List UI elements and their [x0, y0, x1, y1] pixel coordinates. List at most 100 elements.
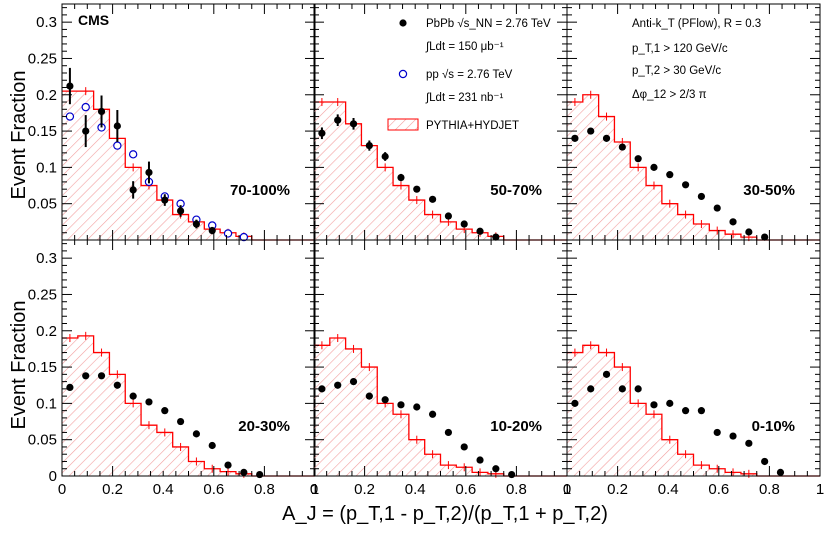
pbpb-point [97, 107, 106, 116]
panel-5: 10-20% [313, 239, 568, 479]
centrality-label: 20-30% [238, 418, 290, 435]
mc-hatch-fill [62, 91, 252, 240]
pbpb-point [587, 127, 595, 135]
pbpb-point [634, 155, 642, 163]
x-tick-label: 0 [58, 481, 66, 498]
pbpb-point [476, 227, 484, 235]
pbpb-point [650, 163, 658, 171]
legend-lumi-pbpb: ∫Ldt = 150 μb⁻¹ [425, 41, 504, 53]
y-tick-label: 0.25 [28, 50, 57, 67]
pp-point [81, 102, 90, 112]
pp-point [223, 229, 233, 238]
pbpb-point [349, 378, 358, 386]
pp-point [128, 150, 138, 159]
pbpb-point [745, 228, 753, 236]
pbpb-point [145, 398, 153, 406]
pbpb-point [776, 468, 785, 476]
info-cut-dphi: Δφ_12 > 2/3 π [632, 89, 707, 101]
pbpb-point [397, 173, 405, 182]
x-tick-label: 0.4 [658, 481, 679, 498]
panel-6: 0-10% [566, 239, 821, 478]
info-cut-pt2: p_T,2 > 30 GeV/c [632, 65, 721, 77]
selection-info: Anti-k_T (PFlow), R = 0.3 p_T,1 > 120 Ge… [632, 18, 761, 101]
pbpb-point [413, 185, 421, 193]
legend-marker-pp [398, 69, 408, 79]
centrality-label: 30-50% [743, 182, 795, 199]
pbpb-point [602, 134, 611, 142]
x-tick-label: 0.8 [506, 481, 527, 498]
pbpb-point [761, 457, 769, 466]
pbpb-point [161, 407, 169, 415]
legend: PbPb √s_NN = 2.76 TeV ∫Ldt = 150 μb⁻¹ pp… [387, 17, 551, 132]
x-tick-label: 0.4 [405, 481, 426, 498]
pbpb-point [618, 143, 626, 151]
pbpb-point [334, 381, 342, 389]
pbpb-point [713, 204, 721, 212]
pp-point [239, 232, 249, 242]
pbpb-point [192, 220, 201, 228]
pbpb-point [634, 385, 642, 393]
legend-label-pbpb: PbPb √s_NN = 2.76 TeV [426, 17, 551, 30]
pbpb-point [697, 407, 706, 415]
pbpb-point [82, 127, 90, 135]
pbpb-point [681, 181, 690, 189]
legend-label-mc: PYTHIA+HYDJET [426, 120, 519, 132]
mc-hatch-fill [567, 345, 757, 476]
pbpb-point [349, 120, 358, 128]
pbpb-point [97, 372, 106, 380]
mc-hatch-fill [314, 338, 504, 476]
y-tick-label: 0 [49, 468, 57, 485]
pbpb-point [176, 207, 185, 215]
pbpb-point [697, 192, 706, 201]
legend-marker-mc [387, 118, 419, 131]
pbpb-point [113, 381, 121, 389]
pbpb-point [82, 372, 90, 380]
panel-3: 30-50% [566, 3, 821, 242]
y-tick-label: 0.15 [28, 359, 57, 376]
x-tick-label: 1 [563, 481, 571, 498]
pbpb-point [761, 233, 769, 241]
pp-point [113, 141, 122, 150]
experiment-label: CMS [78, 12, 109, 28]
pbpb-point [113, 122, 121, 130]
legend-marker-pbpb [399, 19, 407, 27]
pbpb-point [365, 392, 373, 400]
mc-step-line [314, 101, 567, 241]
pbpb-point [161, 196, 169, 204]
pbpb-point [381, 152, 389, 161]
x-axis-label: A_J = (p_T,1 - p_T,2)/(p_T,1 + p_T,2) [282, 503, 608, 525]
panel-1: 70-100% 0.05 0.1 0.15 0.2 0.25 0.3 [28, 3, 316, 242]
centrality-label: 0-10% [752, 418, 795, 435]
panel-4: 20-30% 0 0.05 0.1 0.15 0.2 0.25 0.3 [28, 239, 316, 485]
y-tick-label: 0.25 [28, 286, 57, 303]
pbpb-point [208, 226, 216, 235]
info-algo: Anti-k_T (PFlow), R = 0.3 [632, 18, 761, 30]
y-tick-label: 0.1 [36, 159, 57, 176]
pbpb-point [729, 218, 737, 226]
pbpb-point [192, 430, 201, 438]
pbpb-point [681, 407, 690, 415]
pbpb-point [129, 392, 137, 400]
pbpb-point [66, 383, 74, 392]
pbpb-point [129, 186, 137, 194]
pbpb-point [145, 168, 153, 177]
pbpb-point [618, 385, 626, 393]
y-tick-label: 0.3 [36, 14, 57, 31]
x-tick-label: 0.8 [759, 481, 780, 498]
centrality-label: 50-70% [490, 182, 542, 199]
pbpb-point [256, 470, 264, 479]
x-tick-label: 0.4 [153, 481, 174, 498]
y-tick-label: 0.2 [36, 87, 57, 104]
x-tick-label: 0.6 [203, 481, 224, 498]
y-tick-label: 0.2 [36, 323, 57, 340]
pbpb-point [365, 142, 373, 150]
pp-point [65, 112, 75, 121]
pbpb-point [666, 399, 674, 407]
pbpb-point [176, 417, 185, 426]
pbpb-point [381, 396, 389, 404]
centrality-label: 70-100% [230, 182, 290, 199]
x-tick-label: 1 [816, 481, 824, 498]
pbpb-point [428, 410, 437, 418]
pbpb-point [240, 468, 248, 476]
